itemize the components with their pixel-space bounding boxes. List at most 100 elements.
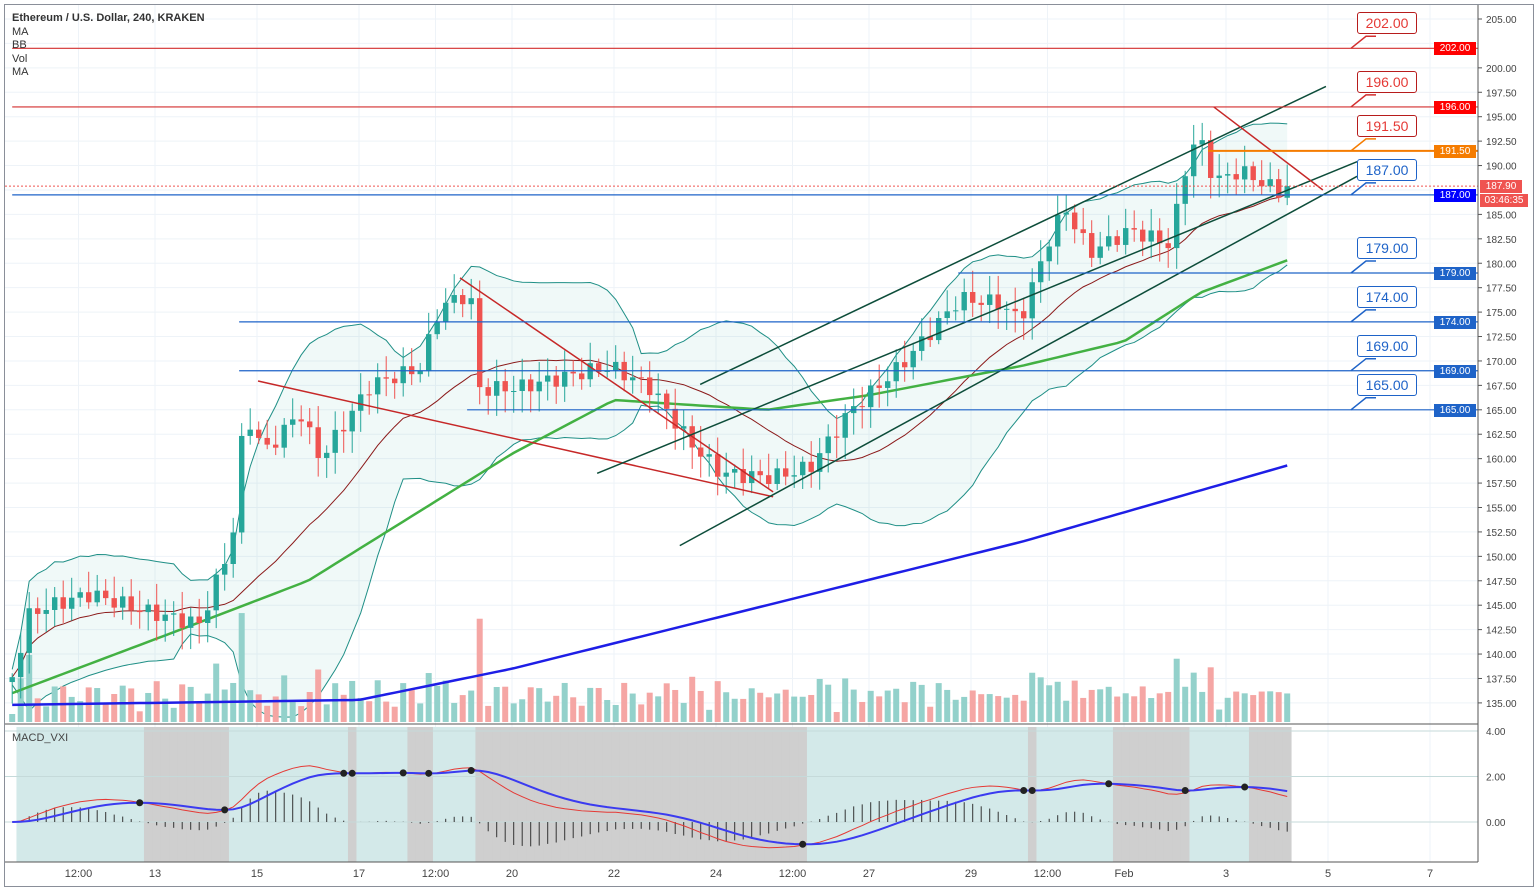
candle-body [341,429,347,432]
chart-legend: Ethereum / U.S. Dollar, 240, KRAKEN MA B… [12,12,205,80]
candle-body [978,302,984,305]
price-tick-label: 162.50 [1486,430,1517,441]
level-price-tag: 191.50 [1434,144,1476,158]
price-tick-label: 177.50 [1486,284,1517,295]
candle-body [953,310,959,312]
macd-teal-band [908,727,918,862]
candle-body [757,471,763,476]
candle-body [375,377,381,395]
level-price-tag: 169.00 [1434,364,1476,378]
volume-bar [927,706,934,722]
candle-body [1046,246,1052,262]
price-tick-label: 135.00 [1486,699,1517,710]
macd-teal-band [135,727,145,862]
volume-bar [714,681,721,722]
trend-line [257,380,774,498]
volume-bar [1156,693,1163,722]
level-callout[interactable]: 187.00 [1357,158,1417,181]
candle-body [179,613,185,628]
candle-body [596,363,602,372]
legend-bb[interactable]: BB [12,39,27,52]
volume-bar [1054,681,1061,722]
candle-body [86,592,92,603]
macd-teal-band [849,727,859,862]
macd-teal-band [1104,727,1114,862]
volume-bar [638,704,645,722]
macd-teal-band [432,727,442,862]
macd-teal-band [891,727,901,862]
volume-bar [289,700,296,722]
macd-teal-band [1240,727,1250,862]
volume-bar [264,705,271,722]
macd-gray-band [194,727,204,862]
level-callout[interactable]: 196.00 [1357,70,1417,93]
volume-bar [1224,697,1231,722]
legend-ma2[interactable]: MA [12,66,29,79]
time-tick-label: 12:00 [779,868,807,880]
level-callout[interactable]: 179.00 [1357,237,1417,260]
candle-body [264,437,270,445]
volume-bar [536,688,543,722]
candle-body [766,475,772,484]
macd-gray-band [636,727,646,862]
level-callout[interactable]: 202.00 [1357,12,1417,35]
volume-bar [842,678,849,722]
time-tick-label: 20 [506,868,518,880]
trend-line [596,160,1358,474]
volume-bar [417,703,424,722]
candle-body [324,452,330,458]
macd-cross-dot [221,806,229,814]
volume-bar [1012,694,1019,722]
level-callout[interactable]: 169.00 [1357,334,1417,357]
macd-gray-band [1146,727,1156,862]
volume-bar [1063,700,1070,722]
volume-bar [1148,698,1155,722]
level-callout[interactable]: 191.50 [1357,114,1417,137]
candle-body [1165,243,1171,249]
callout-pointer [1350,138,1376,152]
macd-teal-band [1231,727,1241,862]
candle-body [358,394,364,411]
legend-vol[interactable]: Vol [12,52,28,65]
candle-body [239,435,245,533]
volume-bar [442,680,449,722]
volume-bar [493,686,500,722]
candle-body [1233,174,1239,180]
volume-bar [1182,686,1189,722]
macd-teal-band [968,727,978,862]
time-tick-label: 29 [965,868,977,880]
macd-gray-band [687,727,697,862]
volume-bar [281,675,288,722]
volume-bar [1173,658,1180,722]
candle-body [876,385,882,388]
candle-body [434,322,440,335]
candle-body [774,468,780,484]
level-callout[interactable]: 174.00 [1357,285,1417,308]
time-tick-label: 27 [863,868,875,880]
volume-bar [383,701,390,722]
candle-body [35,608,41,614]
volume-bar [859,701,866,722]
macd-pane-label[interactable]: MACD_VXI [12,732,69,744]
legend-ma[interactable]: MA [12,25,29,38]
macd-teal-band [866,727,876,862]
macd-cross-dot [1020,786,1028,794]
volume-bar [468,690,475,722]
macd-gray-band [696,727,706,862]
macd-gray-band [1027,727,1037,862]
volume-bar [935,683,942,722]
level-callout[interactable]: 165.00 [1357,373,1417,396]
time-tick-label: 12:00 [422,868,450,880]
candle-body [247,429,253,436]
price-tick-label: 172.50 [1486,333,1517,344]
macd-teal-band [458,727,468,862]
macd-gray-band [721,727,731,862]
price-tick-label: 145.00 [1486,601,1517,612]
volume-bar [391,706,398,722]
candle-body [281,424,287,448]
candle-body [1004,308,1010,310]
macd-teal-band [942,727,952,862]
candle-body [783,468,789,477]
symbol-title[interactable]: Ethereum / U.S. Dollar, 240, KRAKEN [12,12,205,24]
